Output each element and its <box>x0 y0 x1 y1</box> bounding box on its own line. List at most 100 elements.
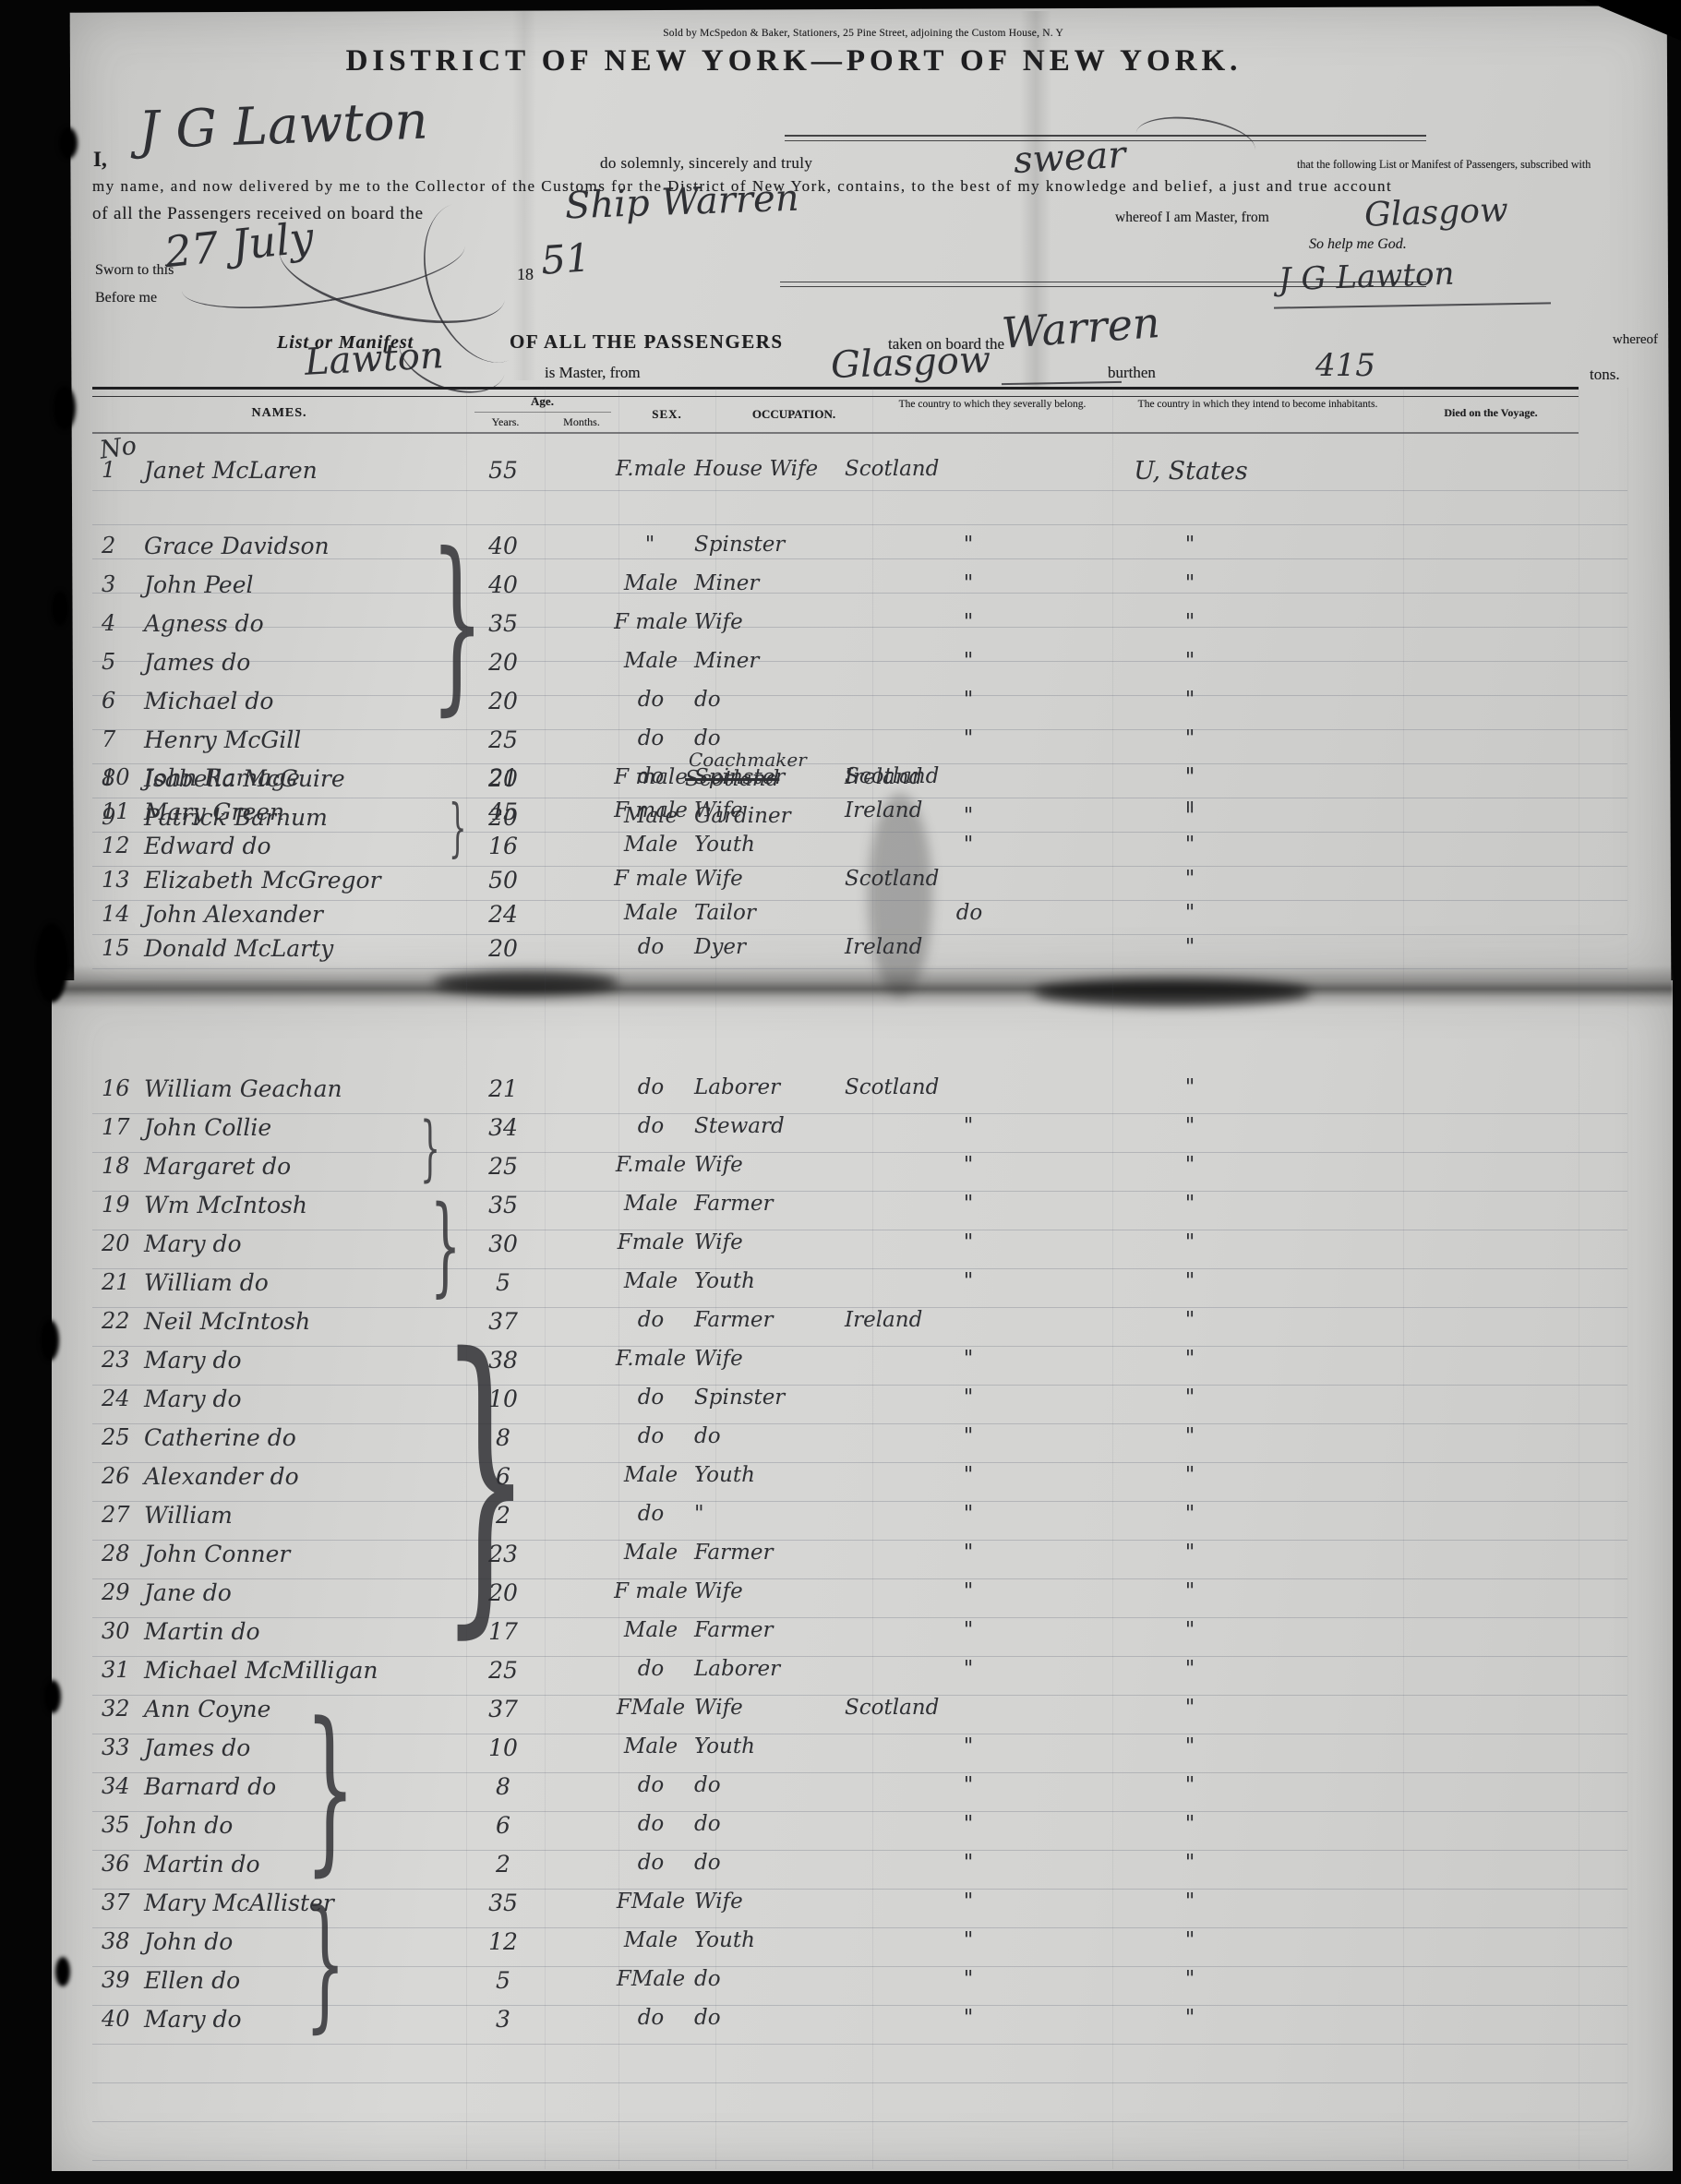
header-age: Age. <box>531 394 554 408</box>
column-line <box>1112 388 1113 2169</box>
cell-age-years: 20 <box>488 1579 518 1606</box>
cell-number: 21 <box>102 1269 130 1295</box>
cell-age-years: 6 <box>496 1463 510 1490</box>
cell-name: John do <box>144 1928 234 1955</box>
family-brace: } <box>420 1108 441 1190</box>
cell-country-inhabit: " <box>1184 804 1197 828</box>
passenger-row: 28 John Conner 23 Male Farmer " " <box>92 1541 1627 1579</box>
edge-artifact <box>52 591 68 626</box>
cell-name: Michael do <box>144 688 274 714</box>
cell-country-inhabit: " <box>1184 1967 1197 1991</box>
cell-country-inhabit: " <box>1184 726 1197 750</box>
cell-age-years: 10 <box>488 1386 518 1412</box>
cell-country-belong: Scotland <box>845 457 940 481</box>
cell-country-inhabit: " <box>1184 1114 1197 1138</box>
cell-age-years: 37 <box>488 1308 518 1335</box>
cell-number: 31 <box>102 1657 130 1683</box>
cell-age-years: 12 <box>488 1928 518 1955</box>
cell-age-years: 30 <box>488 1230 518 1257</box>
stain <box>868 794 932 997</box>
cell-name: James do <box>144 649 251 676</box>
cell-occupation: Wife <box>694 1890 743 1914</box>
cell-country-belong: " <box>963 1153 976 1177</box>
cell-number: 39 <box>102 1967 130 1993</box>
cell-occupation: Spinster <box>694 765 786 789</box>
cell-occupation: Wife <box>694 610 743 634</box>
cell-country-inhabit: " <box>1184 1230 1197 1254</box>
cell-sex: do <box>637 1502 665 1526</box>
passenger-row: 37 Mary McAllister 35 FMale Wife " " <box>92 1890 1627 1928</box>
cell-country-belong: " <box>963 2006 976 2030</box>
cell-occupation: do <box>694 1812 721 1836</box>
cell-occupation: " <box>694 1502 706 1526</box>
cell-age-years: 50 <box>488 867 518 894</box>
passenger-row: 29 Jane do 20 F male Wife " " <box>92 1579 1627 1618</box>
cell-age-years: 20 <box>488 649 518 676</box>
cell-occupation: Youth <box>694 1463 755 1487</box>
master-name-handwriting: J G Lawton <box>137 90 429 162</box>
edge-artifact <box>35 923 68 1002</box>
passenger-rows-top: 1 Janet McLaren 55 F.male House Wife Scotland… <box>92 457 1627 970</box>
cell-country-belong: Ireland <box>845 765 923 789</box>
passenger-row: 25 Catherine do 8 do do " " <box>92 1424 1627 1463</box>
cell-age-years: 55 <box>488 457 518 484</box>
cell-sex: do <box>637 764 665 788</box>
cell-country-inhabit: " <box>1184 1928 1197 1952</box>
cell-age-years: 10 <box>488 1734 518 1761</box>
passenger-row: 8 Isabella McGuire 20 F male Spinster Ireland… <box>92 765 1627 804</box>
cell-age-years: 38 <box>488 1347 518 1374</box>
cell-number: 33 <box>102 1734 130 1760</box>
cell-name: John Peel <box>144 571 254 598</box>
cell-name: John do <box>144 1812 234 1839</box>
header-names: NAMES. <box>251 406 307 420</box>
family-brace: } <box>449 792 467 865</box>
cell-occupation: Miner <box>694 571 760 595</box>
cell-number: 3 <box>102 571 116 597</box>
oath-line1a: do solemnly, sincerely and truly <box>600 154 813 172</box>
cell-sex: Male <box>623 1269 678 1293</box>
cell-number: 40 <box>102 2006 130 2032</box>
cell-country-inhabit: " <box>1184 1075 1197 1099</box>
cell-sex: do <box>637 1424 665 1448</box>
cell-occupation: Gardiner <box>694 804 791 828</box>
passenger-row: 12 Edward do 16 Male Youth " " <box>92 833 1627 867</box>
cell-number: 19 <box>102 1192 130 1218</box>
cell-sex: F.male <box>615 457 687 481</box>
cell-number: 35 <box>102 1812 130 1838</box>
cell-name: John Ramage <box>144 764 300 791</box>
cell-number: 30 <box>102 1618 130 1644</box>
cell-name: Isabella McGuire <box>144 765 345 792</box>
cell-age-years: 8 <box>496 1424 510 1451</box>
cell-sex: F.male <box>615 1347 687 1371</box>
cell-name: John Conner <box>144 1541 291 1567</box>
cell-occupation: do <box>694 1851 721 1875</box>
cell-name: Catherine do <box>144 1424 296 1451</box>
cell-country-belong: Ireland <box>845 935 923 959</box>
cell-country-inhabit: " <box>1184 935 1197 959</box>
cell-name: Mary McAllister <box>144 1890 334 1916</box>
port2-handwriting: Glasgow <box>830 338 991 388</box>
passenger-row: 7 Henry McGill 25 do do " " <box>92 726 1627 765</box>
cell-country-belong: Scotland <box>845 764 940 788</box>
cell-age-years: 17 <box>488 1618 518 1645</box>
header-months: Months. <box>563 415 600 428</box>
cell-occupation: do <box>694 1424 721 1448</box>
oath-line1b: that the following List or Manifest of P… <box>1297 157 1591 171</box>
family-brace: } <box>439 1291 532 1665</box>
cell-sex: FMale <box>616 1890 686 1914</box>
cell-country-belong: " <box>963 1463 976 1487</box>
cell-country-belong: " <box>963 1424 976 1448</box>
cell-country-belong: " <box>963 1657 976 1681</box>
cell-age-years: 5 <box>496 1967 510 1994</box>
passenger-row: 31 Michael McMilligan 25 do Laborer " " <box>92 1657 1627 1696</box>
cell-country-belong: " <box>963 1269 976 1293</box>
port-handwriting: Glasgow <box>1363 191 1509 234</box>
cell-name: William do <box>144 1269 269 1296</box>
cell-name: Edward do <box>144 833 271 859</box>
cell-occupation: Tailor <box>694 901 756 925</box>
cell-name: Mary do <box>144 1230 242 1257</box>
cell-age-years: 8 <box>496 1773 510 1800</box>
cell-country-inhabit: U, States <box>1134 457 1248 486</box>
cell-sex: Male <box>623 804 678 828</box>
cell-country-inhabit: " <box>1184 1851 1197 1875</box>
